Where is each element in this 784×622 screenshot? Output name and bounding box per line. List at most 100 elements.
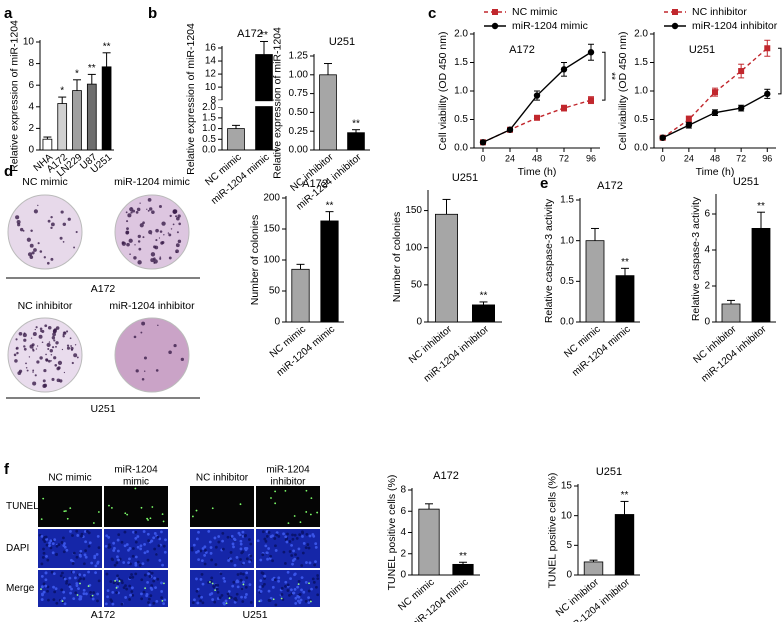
nucleus <box>226 535 230 539</box>
nucleus <box>230 559 233 563</box>
tunel-signal <box>87 585 90 587</box>
y-tick-label: 1.0 <box>634 86 648 97</box>
nucleus <box>298 533 302 536</box>
nucleus <box>283 562 287 565</box>
nucleus <box>122 586 126 590</box>
nucleus <box>71 534 74 537</box>
colony <box>23 338 27 342</box>
colony <box>45 358 49 362</box>
colony <box>168 256 172 260</box>
nucleus <box>195 589 199 593</box>
nucleus <box>152 536 156 540</box>
colony <box>126 242 130 247</box>
nucleus <box>127 561 130 565</box>
nucleus <box>199 577 203 581</box>
y-tick-label: 1.5 <box>202 113 216 124</box>
y-tick-label: 4 <box>28 101 34 112</box>
colony <box>172 223 175 226</box>
nucleus <box>52 585 55 589</box>
nucleus <box>286 589 290 592</box>
colony <box>69 337 72 340</box>
nucleus <box>109 580 113 583</box>
x-tick-label: 0 <box>660 153 665 163</box>
tunel-signal <box>118 580 121 583</box>
bar-break <box>254 101 274 107</box>
nucleus <box>123 544 127 548</box>
nucleus <box>221 539 224 543</box>
colony <box>18 331 23 336</box>
nucleus <box>269 554 273 558</box>
tunel-signal <box>69 507 72 510</box>
nucleus <box>42 590 46 594</box>
nucleus <box>286 570 290 574</box>
y-tick-label: 15 <box>561 481 573 492</box>
nucleus <box>218 596 222 599</box>
nucleus <box>235 592 239 596</box>
x-tick-label: 48 <box>532 153 542 163</box>
nucleus <box>130 573 133 576</box>
legend-label: miR-1204 inhibitor <box>692 20 778 32</box>
nucleus <box>112 541 116 545</box>
nucleus <box>46 589 49 593</box>
colony <box>163 234 165 236</box>
point <box>506 126 514 133</box>
bar <box>583 561 604 576</box>
nucleus <box>77 579 81 583</box>
colony <box>126 220 129 223</box>
colony <box>147 209 150 212</box>
y-tick-label: 8 <box>400 485 406 496</box>
panel-letter: a <box>4 5 13 22</box>
nucleus <box>162 544 166 548</box>
colony <box>146 208 148 210</box>
nucleus <box>264 539 268 543</box>
nucleus <box>312 580 316 584</box>
nucleus <box>316 577 320 581</box>
nucleus <box>122 561 126 564</box>
nucleus <box>229 551 233 554</box>
nucleus <box>164 538 167 542</box>
nucleus <box>82 588 86 592</box>
legend-label: NC inhibitor <box>692 6 747 18</box>
nucleus <box>210 558 214 562</box>
nucleus <box>290 554 294 557</box>
nucleus <box>286 532 289 536</box>
nucleus <box>45 537 49 541</box>
significance-label: ** <box>480 291 488 302</box>
colony <box>142 236 145 239</box>
bar <box>320 220 339 323</box>
nucleus <box>74 576 77 580</box>
nucleus <box>265 534 269 538</box>
nucleus <box>203 545 207 549</box>
nucleus <box>299 598 303 602</box>
significance-label: ** <box>781 67 784 75</box>
x-tick-label: 24 <box>684 153 694 163</box>
nucleus <box>85 592 88 596</box>
nucleus <box>239 578 243 582</box>
significance-label: * <box>75 68 79 79</box>
nucleus <box>280 593 284 596</box>
legend-marker <box>671 22 679 30</box>
nucleus <box>301 530 304 534</box>
nucleus <box>131 593 135 597</box>
column-label: mimic <box>123 477 149 488</box>
y-axis-label: Cell viability (OD 450 nm) <box>617 31 629 150</box>
nucleus <box>161 563 165 567</box>
nucleus <box>148 603 152 607</box>
y-tick-label: 12 <box>205 69 217 80</box>
nucleus <box>47 598 50 602</box>
nucleus <box>49 546 53 550</box>
nucleus <box>43 540 47 544</box>
colony <box>63 331 66 334</box>
colony <box>62 222 67 227</box>
nucleus <box>57 543 61 547</box>
bar <box>72 90 82 151</box>
nucleus <box>284 585 287 588</box>
nucleus <box>190 548 194 552</box>
colony <box>141 321 146 326</box>
colony <box>161 240 165 245</box>
colony <box>70 345 72 347</box>
tunel-signal <box>163 582 165 585</box>
nucleus <box>84 555 88 559</box>
nucleus <box>106 595 110 599</box>
colony <box>47 348 50 350</box>
